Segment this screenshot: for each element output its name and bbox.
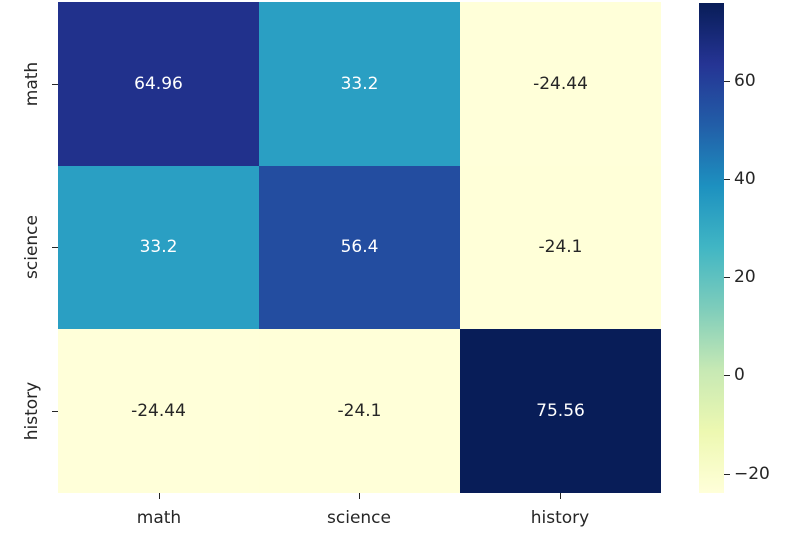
heatmap-cell: -24.44 [58,329,259,493]
heatmap-cell: 33.2 [259,2,460,166]
heatmap-cell: 33.2 [58,165,259,330]
x-tick-label: history [530,508,590,528]
y-tick [52,411,58,412]
colorbar-tick-label: 40 [734,169,756,189]
x-tick-label: math [136,508,182,528]
y-tick-label: science [22,215,42,279]
y-tick [52,247,58,248]
x-tick [560,493,561,499]
colorbar-tick [724,474,730,475]
heatmap-cell: -24.1 [259,329,460,493]
heatmap-grid: 64.96 33.2 -24.44 33.2 56.4 -24.1 -24.44… [58,2,661,493]
heatmap-cell: 56.4 [259,165,460,330]
heatmap-cell: -24.1 [460,165,661,330]
heatmap-cell: 64.96 [58,2,259,166]
x-tick [159,493,160,499]
colorbar-tick [724,375,730,376]
x-tick [359,493,360,499]
colorbar-tick-label: 20 [734,267,756,287]
y-tick-label: math [22,61,42,107]
colorbar-tick-label: 0 [734,365,745,385]
y-tick-label: history [22,381,42,441]
colorbar-tick-label: 60 [734,71,756,91]
heatmap-cell: -24.44 [460,2,661,166]
colorbar-tick [724,179,730,180]
colorbar-tick [724,277,730,278]
x-tick-label: science [327,508,391,528]
heatmap-cell: 75.56 [460,329,661,493]
colorbar-tick [724,81,730,82]
y-tick [52,84,58,85]
colorbar-tick-label: −20 [734,464,770,484]
colorbar-gradient [699,3,724,493]
